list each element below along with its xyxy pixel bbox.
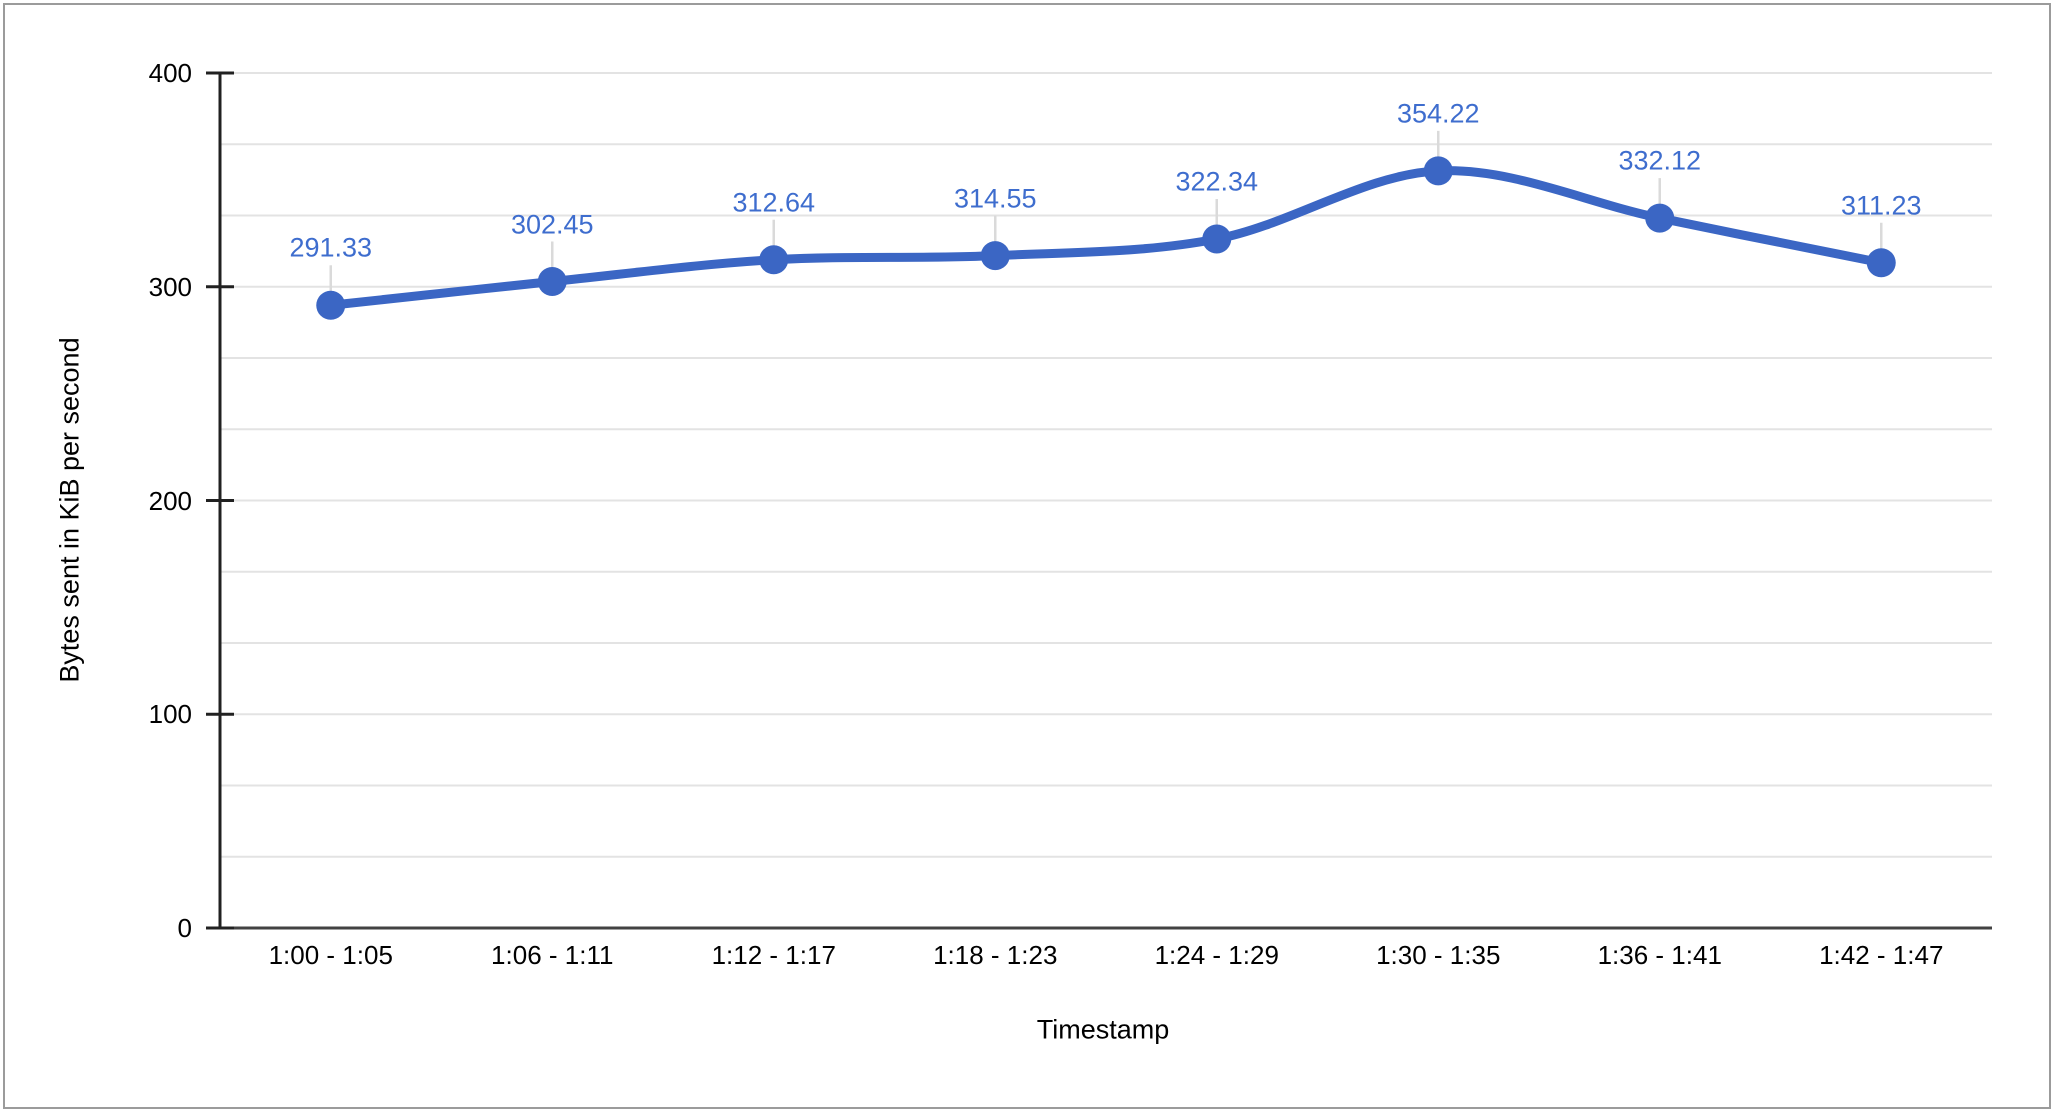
series-line bbox=[326, 166, 1886, 310]
data-point-marker bbox=[537, 267, 567, 297]
data-point-marker bbox=[1423, 156, 1453, 186]
data-point-marker bbox=[316, 290, 346, 320]
data-point-marker bbox=[980, 241, 1010, 271]
data-point-marker bbox=[1866, 248, 1896, 278]
chart-window-border bbox=[3, 3, 2051, 1109]
data-point-marker bbox=[759, 245, 789, 275]
data-point-marker bbox=[1202, 224, 1232, 254]
data-point-marker bbox=[1645, 203, 1675, 233]
